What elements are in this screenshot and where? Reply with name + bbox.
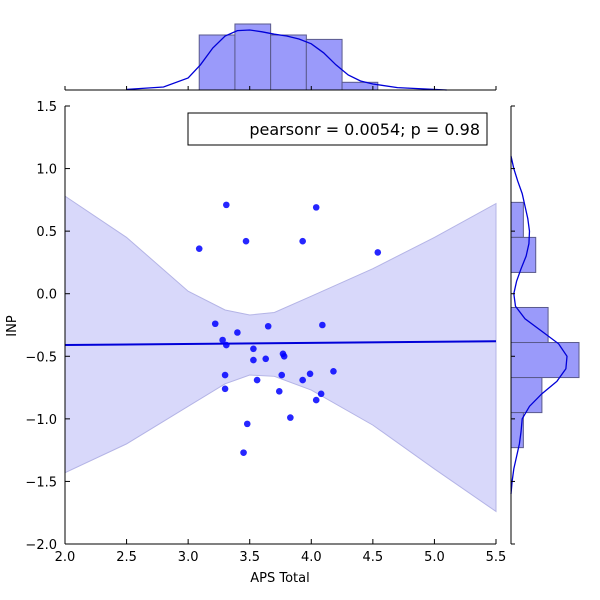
y-tick-label: −2.0 — [25, 538, 57, 553]
x-tick-label: 4.0 — [301, 550, 322, 565]
annotation-box — [187, 112, 488, 146]
scatter-point — [312, 396, 320, 404]
regression-line-layer — [64, 340, 497, 347]
histogram-bar — [510, 342, 580, 379]
x-tick-label: 5.5 — [486, 550, 507, 565]
scatter-point — [264, 322, 272, 330]
scatter-point — [287, 414, 294, 421]
x-axis-label: APS Total — [250, 571, 309, 586]
histogram-bar — [510, 377, 543, 414]
y-tick-label: 1.0 — [36, 163, 57, 178]
axes-layer: 2.0 2.5 3.0 3.5 4.0 4.5 5.0 5.5 −2.0 −1.5 −1.0 −0.5… — [25, 100, 506, 565]
marginal-x-histogram — [64, 23, 497, 91]
x-tick-label: 3.0 — [178, 550, 199, 565]
x-tick-label: 3.5 — [239, 550, 260, 565]
y-tick-label: 0.0 — [36, 288, 57, 303]
scatter-point — [240, 449, 247, 456]
kde-curve — [510, 155, 568, 495]
scatter-point — [219, 336, 226, 344]
scatter-point — [299, 237, 306, 245]
scatter-point — [250, 356, 257, 364]
histogram-bar — [270, 34, 307, 91]
scatter-point — [299, 376, 306, 384]
scatter-point — [243, 420, 251, 428]
scatter-point — [221, 385, 229, 393]
y-tick-label: −1.5 — [25, 475, 57, 490]
pearson-annotation: pearsonr = 0.0054; p = 0.98 — [187, 112, 488, 146]
scatter-point — [221, 371, 229, 379]
histogram-bar — [510, 306, 549, 344]
scatter-point — [306, 370, 314, 378]
scatter-point — [280, 352, 288, 360]
y-tick-label: 0.5 — [36, 225, 57, 240]
scatter-point — [242, 237, 250, 245]
y-tick-label: −0.5 — [25, 350, 57, 365]
scatter-point — [211, 320, 219, 328]
y-axis-label: INP — [5, 315, 20, 337]
x-tick-label: 2.5 — [116, 550, 137, 565]
scatter-point — [250, 345, 257, 353]
histogram-bar — [510, 236, 537, 273]
x-tick-label: 2.0 — [55, 550, 76, 565]
scatter-point — [223, 201, 230, 209]
x-tick-label: 4.5 — [363, 550, 384, 565]
regression-line — [64, 340, 497, 347]
histogram-bar — [510, 201, 524, 238]
marginal-y-histogram — [510, 105, 580, 545]
scatter-point — [253, 376, 261, 384]
y-tick-label: −1.0 — [25, 413, 57, 428]
scatter-point — [317, 390, 325, 398]
scatter-point — [330, 368, 337, 375]
scatter-point — [275, 388, 283, 395]
scatter-points-layer — [195, 201, 382, 456]
histogram-bar — [234, 23, 272, 91]
x-tick-label: 5.0 — [424, 550, 445, 565]
scatter-point — [223, 341, 230, 349]
scatter-point — [278, 371, 286, 379]
scatter-point — [234, 329, 241, 336]
scatter-point — [319, 321, 326, 329]
annotation-text: pearsonr = 0.0054; p = 0.98 — [249, 120, 480, 139]
scatter-point — [374, 249, 382, 256]
scatter-point — [312, 204, 320, 211]
scatter-point — [195, 245, 203, 252]
kde-curve — [126, 29, 447, 91]
y-tick-label: 1.5 — [36, 100, 57, 115]
scatter-point — [262, 355, 270, 363]
